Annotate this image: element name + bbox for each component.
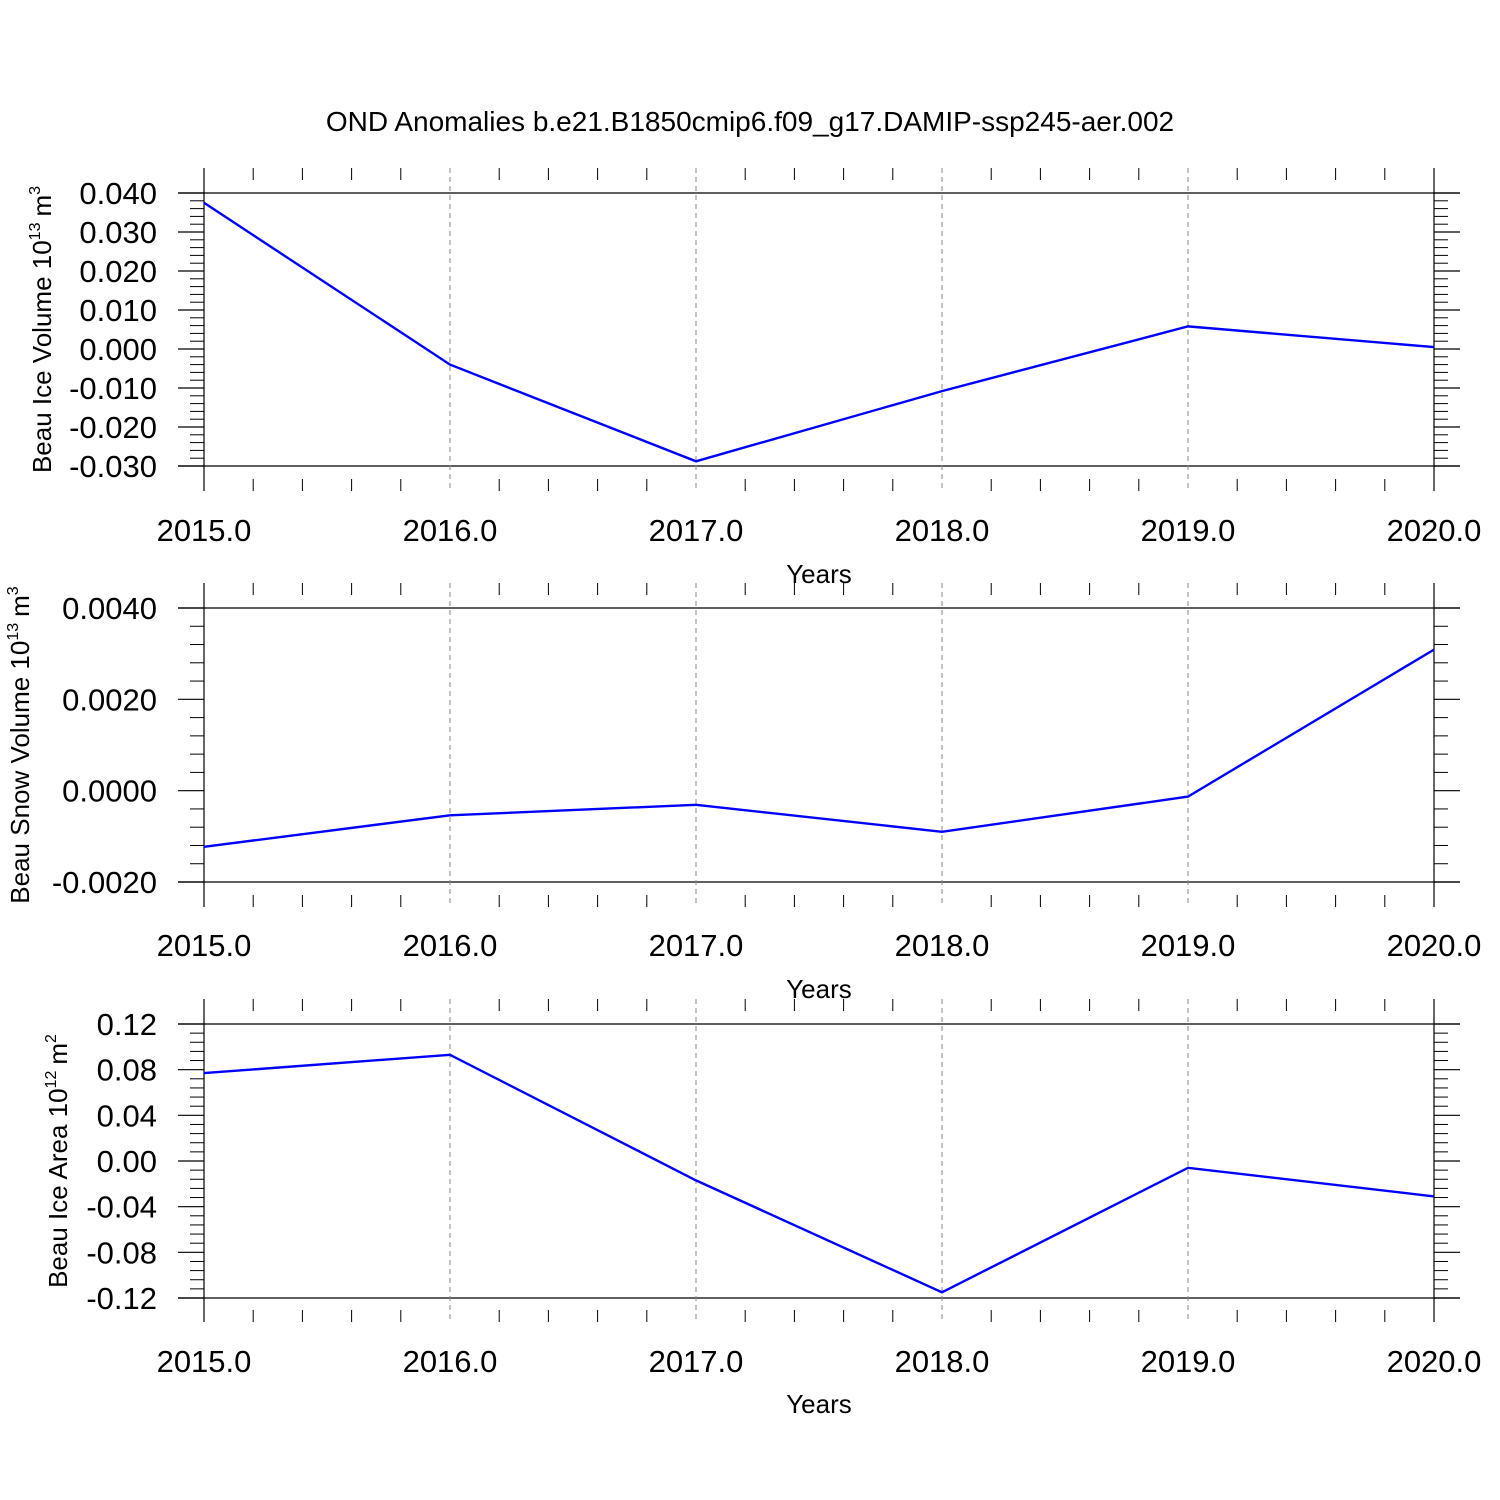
y-tick-label: 0.08 xyxy=(97,1053,157,1088)
x-tick-label: 2019.0 xyxy=(1141,513,1236,548)
x-tick-label: 2016.0 xyxy=(403,928,498,963)
y-tick-label: -0.020 xyxy=(69,410,157,445)
y-axis-label: Beau Snow Volume 1013 m3 xyxy=(5,586,35,904)
y-axis-label-exponent: 13 xyxy=(27,222,44,240)
x-axis-label: Years xyxy=(786,559,852,589)
y-axis-label-main: Beau Ice Volume 10 xyxy=(27,240,57,473)
x-tick-label: 2020.0 xyxy=(1387,513,1482,548)
y-tick-label: -0.030 xyxy=(69,449,157,484)
x-axis-label: Years xyxy=(786,974,852,1004)
y-tick-label: 0.010 xyxy=(79,293,157,328)
x-axis-label: Years xyxy=(786,1389,852,1419)
x-tick-label: 2018.0 xyxy=(895,928,990,963)
x-tick-label: 2018.0 xyxy=(895,513,990,548)
x-tick-label: 2015.0 xyxy=(157,513,252,548)
x-tick-label: 2017.0 xyxy=(649,1344,744,1379)
y-axis-label-unit-exponent: 3 xyxy=(27,186,44,195)
y-tick-label: 0.020 xyxy=(79,254,157,289)
x-tick-label: 2019.0 xyxy=(1141,928,1236,963)
y-tick-label: 0.04 xyxy=(97,1098,157,1133)
y-axis-label-unit-exponent: 3 xyxy=(5,586,22,595)
y-tick-label: -0.08 xyxy=(86,1235,157,1270)
y-tick-label: -0.04 xyxy=(86,1190,157,1225)
x-tick-label: 2016.0 xyxy=(403,513,498,548)
x-tick-label: 2018.0 xyxy=(895,1344,990,1379)
y-axis-label-unit: m xyxy=(27,195,57,217)
y-tick-label: 0.0020 xyxy=(62,682,157,717)
y-tick-label: 0.040 xyxy=(79,176,157,211)
x-tick-label: 2015.0 xyxy=(157,1344,252,1379)
y-axis-label: Beau Ice Volume 1013 m3 xyxy=(27,186,57,473)
y-axis-label-unit: m xyxy=(5,595,35,617)
y-tick-label: -0.12 xyxy=(86,1281,157,1316)
series-line xyxy=(203,1053,1435,1294)
y-tick-label: 0.00 xyxy=(97,1144,157,1179)
y-axis-label-unit: m xyxy=(43,1043,73,1065)
y-axis-label-unit-exponent: 2 xyxy=(43,1034,60,1043)
panel-1: 0.040 0.030 0.020 0.010 0.000 -0.010 -0.020 -0.… xyxy=(27,168,1481,589)
x-tick-label: 2017.0 xyxy=(649,513,744,548)
y-axis-label-exponent: 13 xyxy=(5,623,22,641)
x-tick-label: 2015.0 xyxy=(157,928,252,963)
series-line xyxy=(203,201,1435,463)
series-line xyxy=(203,648,1435,848)
y-axis-label: Beau Ice Area 1012 m2 xyxy=(43,1034,73,1288)
figure-title: OND Anomalies b.e21.B1850cmip6.f09_g17.D… xyxy=(326,106,1174,137)
y-axis-label-main: Beau Snow Volume 10 xyxy=(5,641,35,904)
panels: 0.040 0.030 0.020 0.010 0.000 -0.010 -0.020 -0.… xyxy=(5,168,1481,1419)
y-axis-label-main: Beau Ice Area 10 xyxy=(43,1088,73,1287)
y-tick-label: -0.0020 xyxy=(52,865,157,900)
y-tick-label: 0.000 xyxy=(79,332,157,367)
x-tick-label: 2020.0 xyxy=(1387,928,1482,963)
x-tick-label: 2019.0 xyxy=(1141,1344,1236,1379)
x-tick-label: 2016.0 xyxy=(403,1344,498,1379)
y-tick-label: 0.12 xyxy=(97,1007,157,1042)
y-tick-label: 0.0040 xyxy=(62,591,157,626)
x-tick-label: 2020.0 xyxy=(1387,1344,1482,1379)
x-tick-label: 2017.0 xyxy=(649,928,744,963)
y-tick-label: -0.010 xyxy=(69,371,157,406)
y-axis-label-exponent: 12 xyxy=(43,1071,60,1089)
y-tick-label: 0.0000 xyxy=(62,774,157,809)
y-tick-label: 0.030 xyxy=(79,215,157,250)
